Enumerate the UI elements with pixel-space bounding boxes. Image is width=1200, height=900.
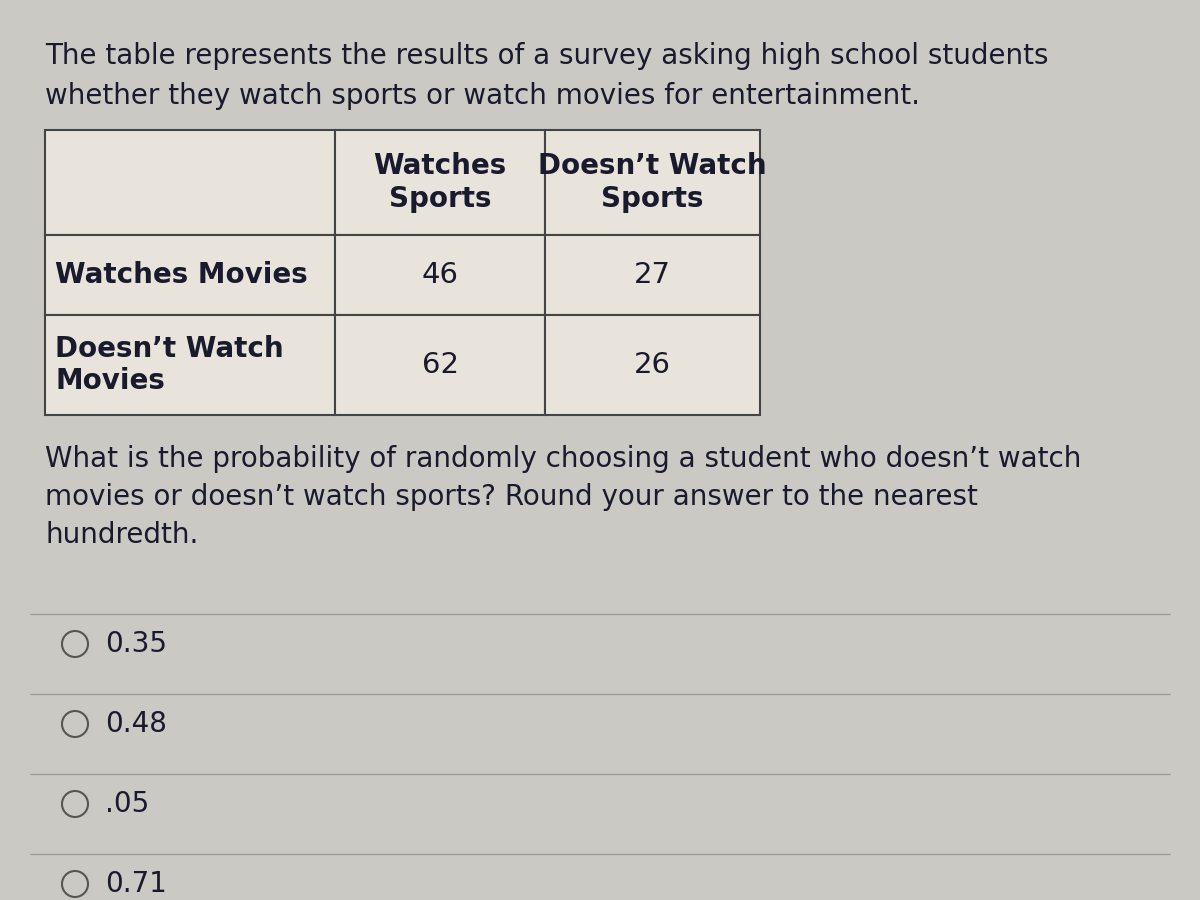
Bar (545, 235, 760, 315)
Bar (545, 315, 760, 415)
Text: 62: 62 (421, 351, 458, 379)
Text: Watches Movies: Watches Movies (55, 261, 307, 289)
Text: 0.71: 0.71 (106, 870, 167, 898)
Text: 0.48: 0.48 (106, 710, 167, 738)
Text: The table represents the results of a survey asking high school students: The table represents the results of a su… (46, 42, 1049, 70)
Text: 27: 27 (634, 261, 671, 289)
Text: hundredth.: hundredth. (46, 521, 198, 549)
Bar (46, 130, 335, 235)
Bar (335, 315, 545, 415)
Bar (46, 235, 335, 315)
Text: Doesn’t Watch
Movies: Doesn’t Watch Movies (55, 335, 283, 395)
Text: Watches
Sports: Watches Sports (373, 152, 506, 212)
Text: movies or doesn’t watch sports? Round your answer to the nearest: movies or doesn’t watch sports? Round yo… (46, 483, 978, 511)
Text: .05: .05 (106, 790, 149, 818)
Text: What is the probability of randomly choosing a student who doesn’t watch: What is the probability of randomly choo… (46, 445, 1081, 473)
Text: whether they watch sports or watch movies for entertainment.: whether they watch sports or watch movie… (46, 82, 920, 110)
Text: Doesn’t Watch
Sports: Doesn’t Watch Sports (538, 152, 767, 212)
Text: 46: 46 (421, 261, 458, 289)
Bar (545, 130, 760, 235)
Text: 26: 26 (634, 351, 671, 379)
Bar (335, 235, 545, 315)
Bar (335, 130, 545, 235)
Text: 0.35: 0.35 (106, 630, 167, 658)
Bar (46, 315, 335, 415)
